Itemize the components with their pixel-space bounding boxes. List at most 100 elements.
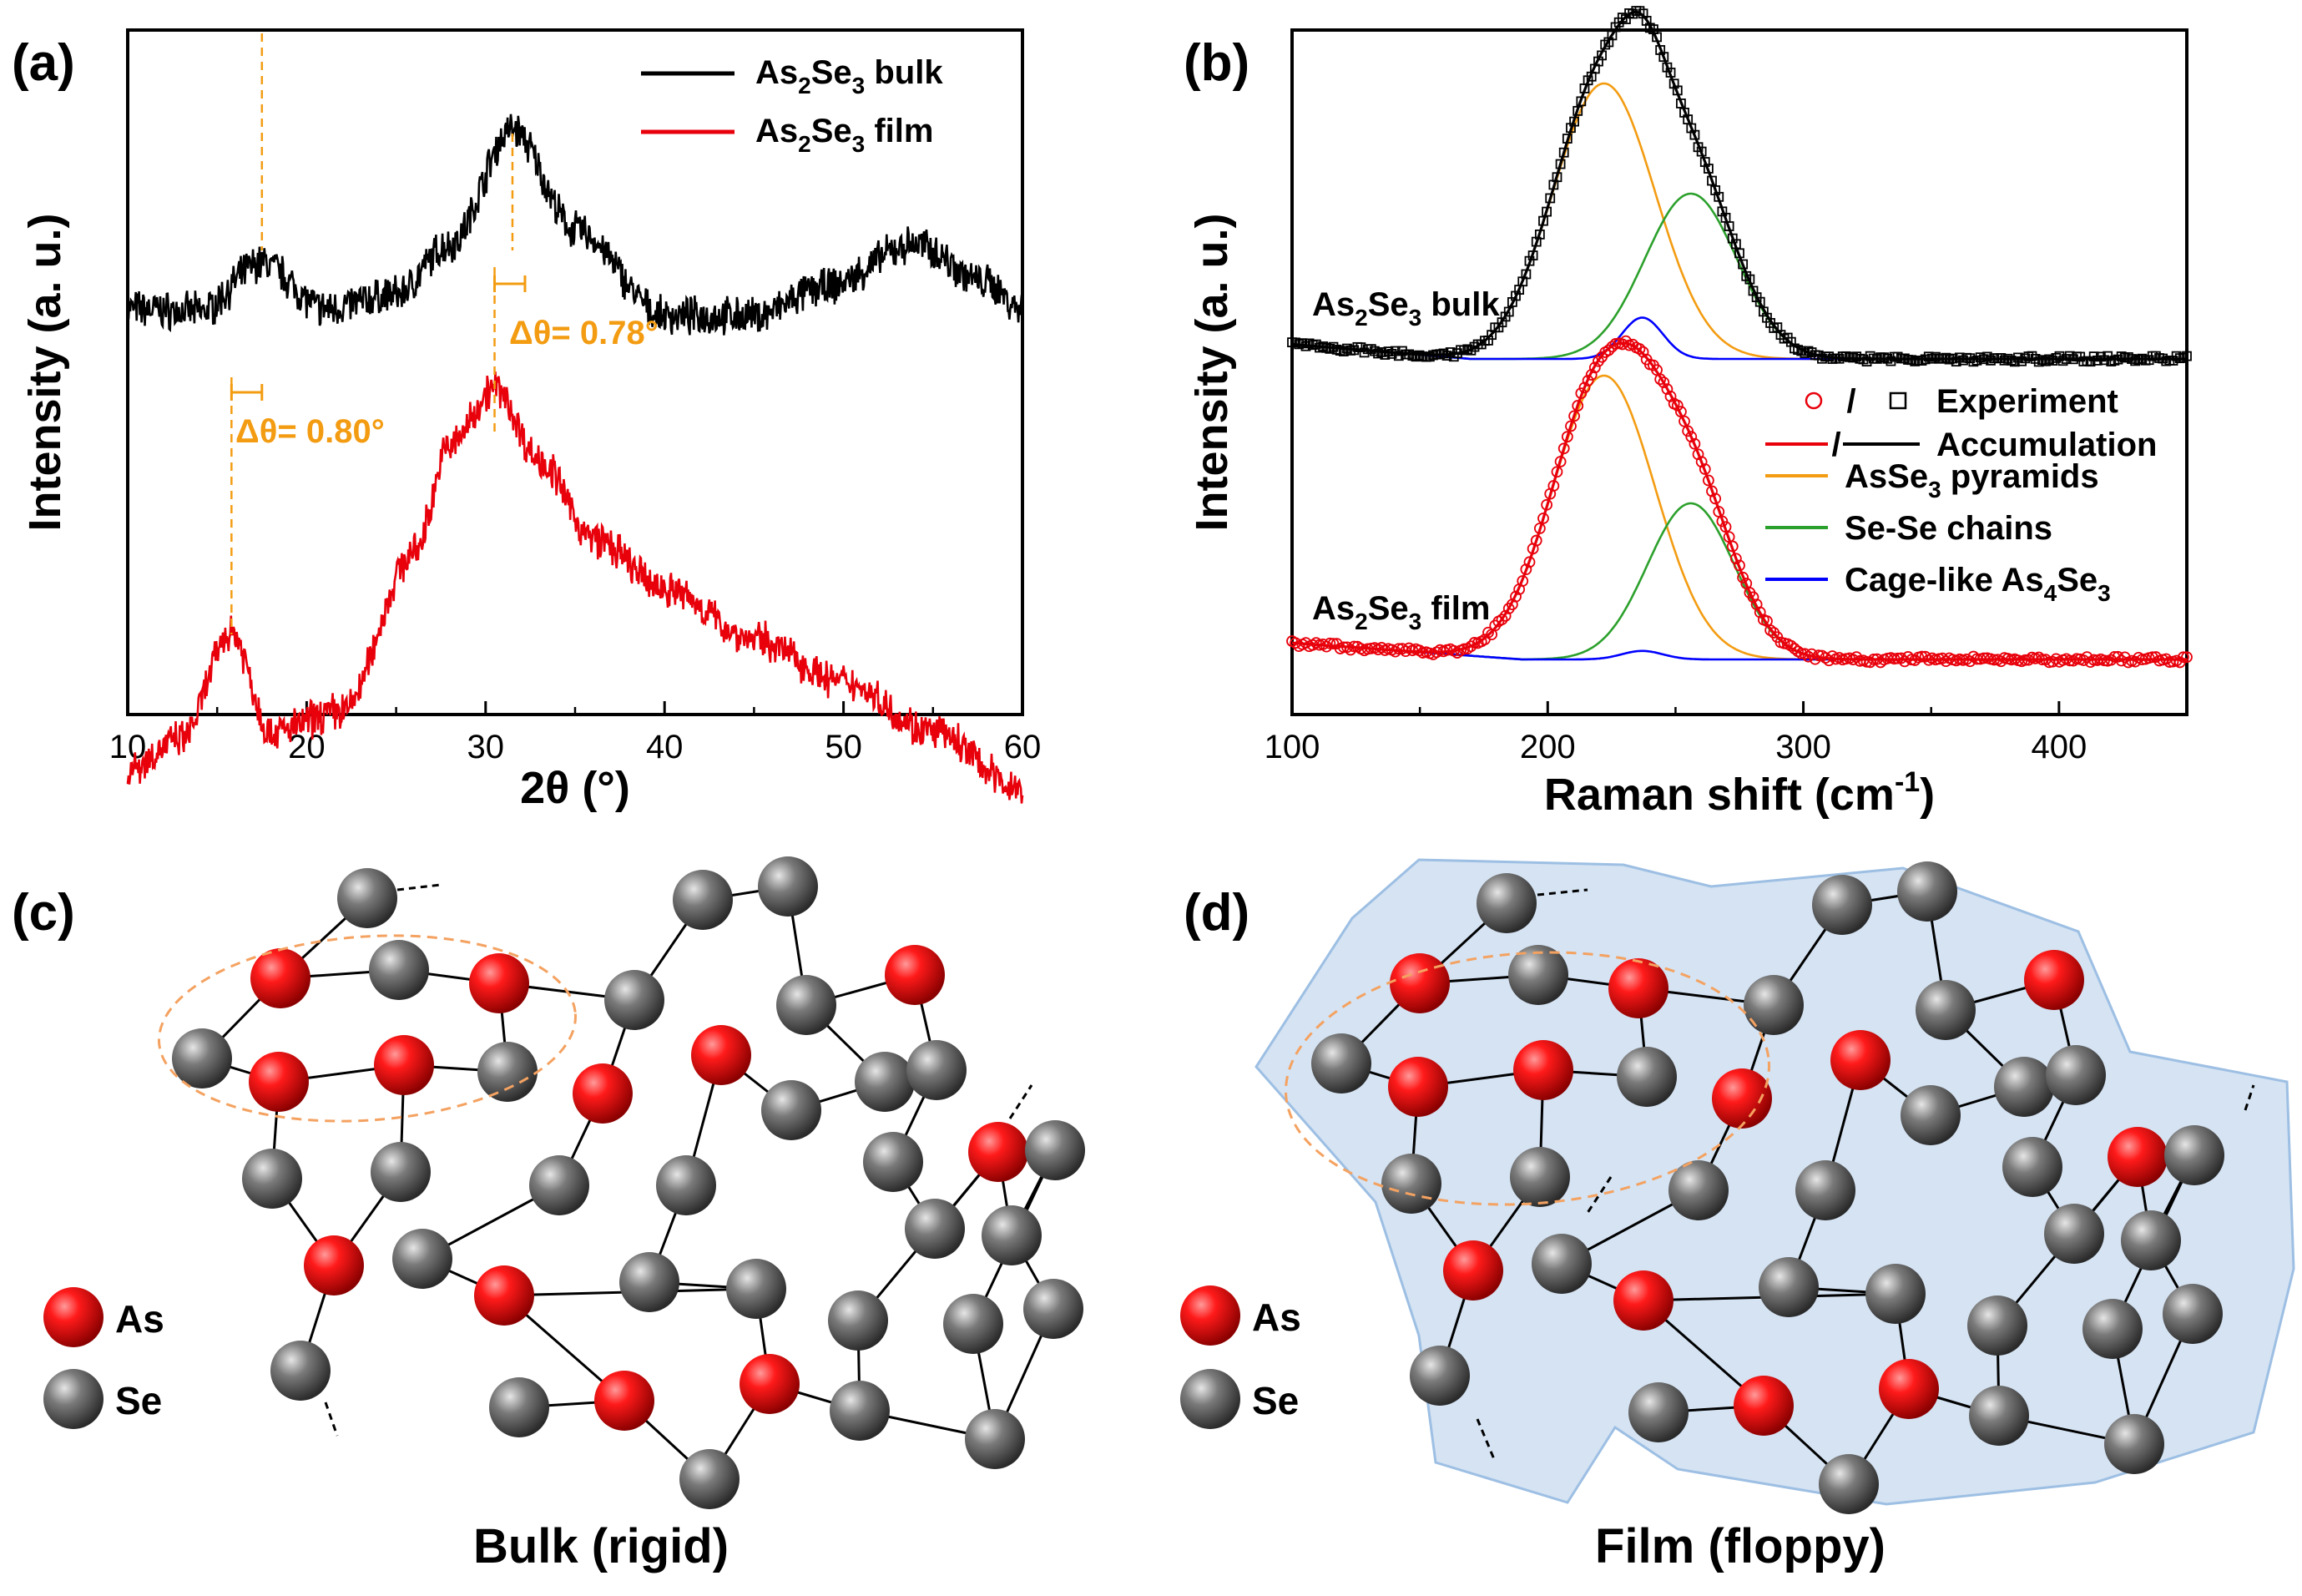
panel-d-label: (d) (1184, 884, 1249, 942)
se-atom (1510, 1147, 1570, 1207)
experiment-point (1576, 96, 1587, 107)
experiment-point (1575, 387, 1588, 400)
se-atom (2121, 1210, 2181, 1270)
experiment-point (1699, 463, 1711, 475)
se-atom (1023, 1279, 1083, 1339)
panel-b-ylabel: Intensity (a. u.) (1187, 213, 1237, 531)
se-atom (392, 1229, 452, 1289)
experiment-point (1558, 147, 1569, 158)
experiment-point (1569, 116, 1579, 127)
experiment-point (1719, 521, 1732, 533)
legend-label-sub: 3 (1928, 477, 1941, 503)
experiment-point (1754, 296, 1765, 307)
panel-d: (d) As Se Film (floppy) (1180, 858, 2295, 1573)
x-tick-label: 400 (2031, 729, 2087, 765)
experiment-point (2098, 654, 2110, 667)
panel-a-curves (126, 114, 1024, 804)
x-tick-label: 100 (1265, 729, 1320, 765)
se-atom (1795, 1160, 1855, 1220)
panel-c-caption: Bulk (rigid) (473, 1519, 729, 1573)
as-atom (1513, 1040, 1573, 1100)
se-atom (477, 1042, 538, 1102)
se-atom (371, 1142, 431, 1202)
experiment-point (1588, 361, 1601, 374)
legend-label-sub: 3 (852, 73, 866, 98)
legend-label-sub: 3 (2098, 580, 2111, 606)
se-atom (1969, 1386, 2029, 1446)
experiment-point (1654, 373, 1667, 386)
legend-label: As2Se3 film (755, 113, 933, 157)
as-atom (691, 1025, 751, 1085)
experiment-point (1682, 425, 1694, 437)
experiment-point (1541, 498, 1553, 511)
legend-label-part: Se-Se chains (1845, 510, 2052, 547)
experiment-point (1909, 654, 1921, 666)
se-legend-atom (1180, 1369, 1240, 1429)
se-atom (982, 1205, 1042, 1265)
experiment-point (1664, 390, 1677, 402)
experiment-point (1320, 640, 1333, 653)
se-legend-atom (43, 1369, 103, 1429)
bulk-xrd-curve (127, 114, 1024, 336)
panel-a: (a) Intensity (a. u.) 2θ (°) 10 20 30 40 50 6… (12, 28, 1041, 813)
se-atom (906, 1040, 967, 1100)
se-atom (758, 856, 818, 917)
experiment-point (1754, 606, 1766, 619)
legend-label-sub: 2 (798, 131, 811, 157)
film-curve-label-part: film (1421, 590, 1490, 627)
x-tick-label: 50 (825, 729, 862, 765)
bulk-curve-label-sub: 3 (1409, 305, 1422, 331)
as-atom (1390, 953, 1450, 1013)
experiment-point (1665, 68, 1676, 78)
as-atom (250, 948, 310, 1008)
experiment-point (1534, 229, 1545, 240)
se-atom (369, 940, 429, 1000)
se-atom (905, 1199, 965, 1259)
as-legend-label: As (115, 1297, 164, 1341)
experiment-point (1557, 442, 1570, 455)
x-tick-label: 200 (1520, 729, 1576, 765)
se-atom (656, 1155, 716, 1215)
se-atom (943, 1294, 1003, 1354)
panel-a-annotations: Δθ= 0.78° Δθ= 0.80° (230, 33, 659, 634)
experiment-point (1709, 492, 1722, 505)
experiment-point (1734, 559, 1745, 572)
experiment-point (1537, 513, 1549, 524)
experiment-point (1545, 193, 1556, 204)
experiment-point (1713, 506, 1725, 518)
panel-d-dashed-ellipse (1285, 951, 1770, 1206)
se-atom (1744, 975, 1804, 1035)
experiment-point (1348, 640, 1361, 653)
experiment-point (1565, 420, 1577, 432)
se-atom (1025, 1120, 1085, 1180)
as-atom (885, 945, 945, 1005)
experiment-point (1729, 553, 1742, 565)
legend-label-part: As (755, 54, 798, 91)
experiment-point (1689, 437, 1701, 450)
se-atom (172, 1028, 232, 1088)
bulk-component-chains (1291, 192, 2187, 361)
se-atom (1967, 1295, 2027, 1356)
se-atom (2046, 1045, 2106, 1105)
as-legend-atom (1180, 1285, 1240, 1346)
panel-c: (c) As Se Bulk (rigid) (12, 856, 1085, 1573)
experiment-point (1671, 399, 1684, 412)
experiment-point (1582, 375, 1594, 386)
legend-label-part: Cage-like As (1845, 562, 2044, 598)
experiment-point (1542, 206, 1552, 217)
experiment-point (1658, 376, 1670, 389)
as-atom (740, 1354, 800, 1414)
bond-continuation (2244, 1084, 2255, 1111)
se-atom (1628, 1382, 1689, 1442)
experiment-point (2177, 651, 2189, 664)
x-tick-label: 20 (288, 729, 326, 765)
experiment-point (1562, 134, 1573, 144)
panel-c-dashed-ellipse (157, 934, 578, 1123)
experiment-point (1520, 563, 1532, 575)
experiment-point (1458, 643, 1471, 655)
se-atom (2044, 1204, 2104, 1264)
experiment-point (1510, 590, 1522, 603)
as-atom (2108, 1127, 2168, 1187)
as-atom (1712, 1068, 1772, 1129)
se-atom (242, 1149, 302, 1209)
